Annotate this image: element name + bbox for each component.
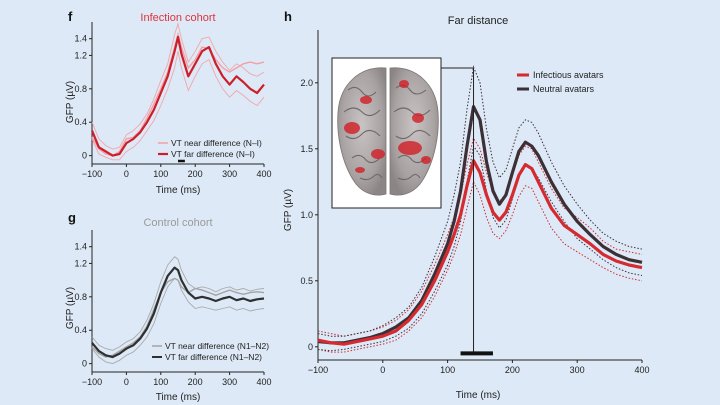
legend-f-far-label: VT far difference (N–I) <box>171 149 255 159</box>
series-line-near <box>91 31 265 157</box>
panel-h-ytick-label: 1.0 <box>300 210 313 220</box>
panel-h-ytick-label: 0 <box>308 342 313 352</box>
panel-g-legend: VT near difference (N1–N2) VT far differ… <box>152 341 269 362</box>
panel-f-ytick-label: 0.4 <box>74 117 87 127</box>
panel-f: f Infection cohort −100 0 100 200 300 400 0 0.4… <box>65 9 272 196</box>
panel-h-legend: Infectious avatars Neutral avatars <box>517 70 604 94</box>
panel-g-xtick-label: 0 <box>124 377 129 387</box>
band-upper-line <box>91 21 265 150</box>
panel-h-ytick-label: 2.0 <box>300 78 313 88</box>
panel-f-title: Infection cohort <box>140 12 215 24</box>
panel-f-letter: f <box>68 9 73 24</box>
panel-f-xtick-label: 100 <box>153 169 168 179</box>
panel-h-title: Far distance <box>448 15 509 27</box>
panel-g-title: Control cohort <box>143 217 212 229</box>
panel-h-letter: h <box>284 9 292 24</box>
legend-h-infectious-label: Infectious avatars <box>533 70 604 80</box>
band-lower-line <box>317 180 643 353</box>
panel-h-xtick-label: 100 <box>440 365 455 375</box>
panel-h-ylabel: GFP (µV) <box>283 189 294 231</box>
panel-f-xtick-label: 400 <box>256 169 271 179</box>
legend-f-near-label: VT near difference (N–I) <box>171 138 262 148</box>
panel-g-xtick-label: 300 <box>222 377 237 387</box>
panel-f-xtick-label: −100 <box>82 169 102 179</box>
band-upper-line <box>91 256 265 351</box>
panel-f-xtick-label: 200 <box>188 169 203 179</box>
panel-h-xtick-label: 0 <box>380 365 385 375</box>
panel-h-xtick-label: −100 <box>308 365 328 375</box>
panel-f-ytick-label: 1.4 <box>74 34 87 44</box>
panel-h-ytick-label: 1.5 <box>300 144 313 154</box>
panel-g-xtick-label: 400 <box>256 377 271 387</box>
legend-g-near-label: VT near difference (N1–N2) <box>165 341 269 351</box>
panel-f-ytick-label: 0 <box>82 151 87 161</box>
panel-g: g Control cohort −100 0 100 200 300 400 0 0.4 0.… <box>65 210 272 403</box>
brain-activation <box>344 80 431 173</box>
series-line-neutral <box>317 105 643 345</box>
brain-image <box>337 67 439 196</box>
panel-h-ytick-label: 0.5 <box>300 276 313 286</box>
band-lower-line <box>91 51 265 161</box>
panel-f-xtick-label: 300 <box>222 169 237 179</box>
panel-g-ylabel: GFP (µV) <box>65 287 76 329</box>
legend-h-neutral-label: Neutral avatars <box>533 84 595 94</box>
panel-g-xtick-label: 200 <box>188 377 203 387</box>
panel-g-xtick-label: −100 <box>82 377 102 387</box>
panel-f-legend: VT near difference (N–I) VT far differen… <box>158 138 262 159</box>
panel-g-ytick-label: 0 <box>82 359 87 369</box>
band-upper-line <box>317 65 643 337</box>
panel-g-xlabel: Time (ms) <box>156 392 201 403</box>
series-line-far <box>90 35 265 157</box>
series-line-infectious <box>317 159 643 346</box>
panel-g-plot: −100 0 100 200 300 400 0 0.4 0.8 1.2 1.4 <box>74 230 272 387</box>
panel-g-ytick-label: 0.8 <box>74 292 87 302</box>
series-line-far <box>91 266 265 359</box>
panel-g-letter: g <box>68 210 76 225</box>
panel-f-ylabel: GFP (µV) <box>65 81 76 123</box>
panel-h: h Far distance −100 0 100 200 300 400 0 0.5 1.0 1… <box>283 9 650 401</box>
panel-h-xtick-label: 200 <box>505 365 520 375</box>
panel-h-xtick-label: 400 <box>634 365 649 375</box>
panel-h-plot: −100 0 100 200 300 400 0 0.5 1.0 1.5 2.0 <box>300 30 650 375</box>
panel-f-plot: −100 0 100 200 300 400 0 0.4 0.8 1.2 1.4 <box>74 21 272 179</box>
panel-f-ytick-label: 0.8 <box>74 84 87 94</box>
panel-h-xtick-label: 300 <box>570 365 585 375</box>
panel-f-ytick-label: 1.2 <box>74 50 87 60</box>
panel-f-xlabel: Time (ms) <box>156 185 201 196</box>
panel-g-ytick-label: 1.4 <box>74 242 87 252</box>
panel-f-xtick-label: 0 <box>124 169 129 179</box>
legend-g-far-label: VT far difference (N1–N2) <box>165 352 262 362</box>
panel-h-xlabel: Time (ms) <box>456 390 501 401</box>
panel-g-ytick-label: 1.2 <box>74 258 87 268</box>
panel-g-ytick-label: 0.4 <box>74 325 87 335</box>
brain-left-hemisphere <box>337 67 387 196</box>
brain-inset <box>331 57 473 209</box>
panel-g-xtick-label: 100 <box>153 377 168 387</box>
series-line-near <box>91 277 265 358</box>
